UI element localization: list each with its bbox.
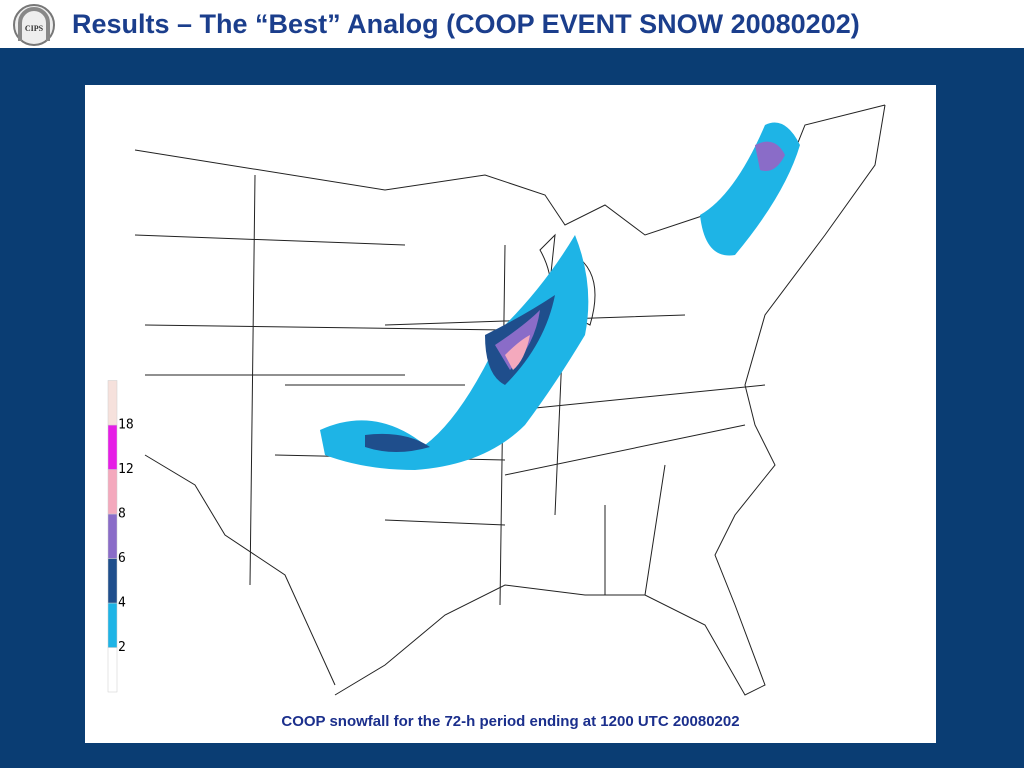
map: 2 4 6 8 12 18 bbox=[107, 104, 886, 696]
colorbar-label: 2 bbox=[118, 640, 126, 655]
map-panel: 2 4 6 8 12 18 COOP snowfall for the 72-h peri… bbox=[85, 85, 936, 743]
logo: CIPS bbox=[13, 4, 55, 46]
colorbar-segment bbox=[107, 602, 118, 648]
logo-text: CIPS bbox=[25, 24, 44, 33]
colorbar-label: 12 bbox=[118, 462, 134, 477]
colorbar-segment bbox=[107, 469, 118, 515]
colorbar-label: 8 bbox=[118, 507, 126, 522]
colorbar-label: 18 bbox=[118, 418, 134, 433]
colorbar-segment bbox=[107, 647, 118, 693]
colorbar-label: 6 bbox=[118, 551, 126, 566]
colorbar-segment bbox=[107, 558, 118, 604]
colorbar-segment bbox=[107, 513, 118, 559]
snow-shading bbox=[320, 122, 800, 470]
colorbar-segment bbox=[107, 380, 118, 426]
colorbar-segment bbox=[107, 424, 118, 470]
colorbar-label: 4 bbox=[118, 596, 126, 611]
colorbar: 2 4 6 8 12 18 bbox=[107, 380, 134, 693]
title: Results – The “Best” Analog (COOP EVENT … bbox=[72, 9, 860, 39]
header: CIPS Results – The “Best” Analog (COOP E… bbox=[0, 0, 1024, 51]
caption: COOP snowfall for the 72-h period ending… bbox=[281, 713, 740, 730]
